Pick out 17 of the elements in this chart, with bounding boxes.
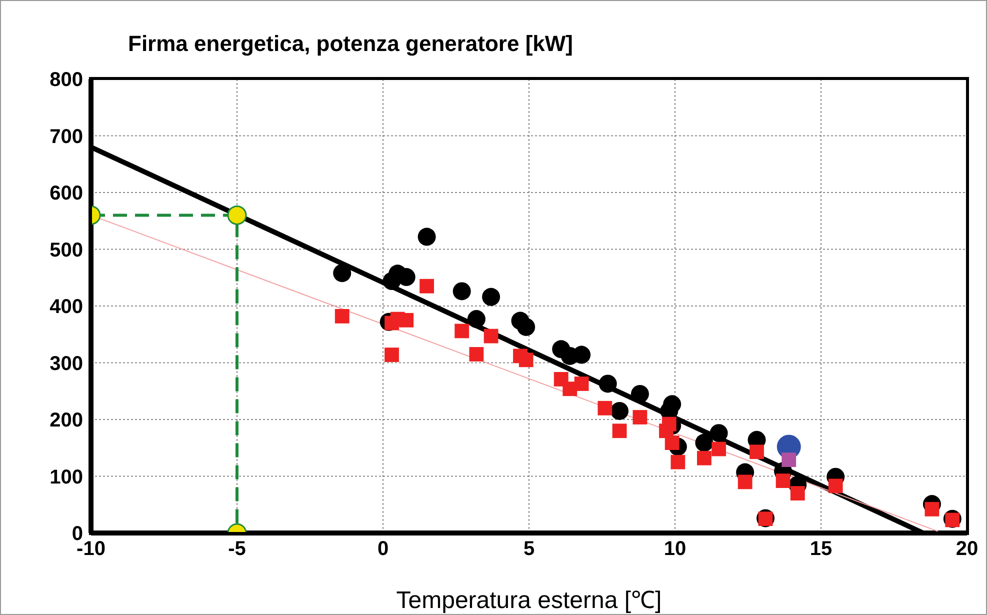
chart-title: Firma energetica, potenza generatore [kW]	[128, 31, 573, 57]
x-tick-label: 20	[956, 538, 978, 560]
y-tick-label: 500	[50, 239, 83, 262]
y-tick-label: 0	[72, 523, 83, 546]
x-axis-title: Temperatura esterna [℃]	[396, 587, 662, 614]
x-tick-label: 15	[810, 538, 832, 560]
y-tick-label: 200	[50, 410, 83, 432]
y-tick-label: 300	[50, 352, 83, 375]
x-tick-label: -5	[228, 538, 246, 560]
x-tick-label: 0	[377, 538, 389, 560]
x-tick-label: 5	[523, 538, 535, 560]
y-tick-label: 400	[50, 296, 83, 318]
y-tick-label: 800	[50, 69, 83, 92]
y-tick-label: 100	[50, 466, 83, 488]
y-tick-label: 600	[50, 182, 83, 205]
y-tick-label: 700	[50, 126, 83, 148]
x-tick-label: 10	[664, 538, 686, 560]
